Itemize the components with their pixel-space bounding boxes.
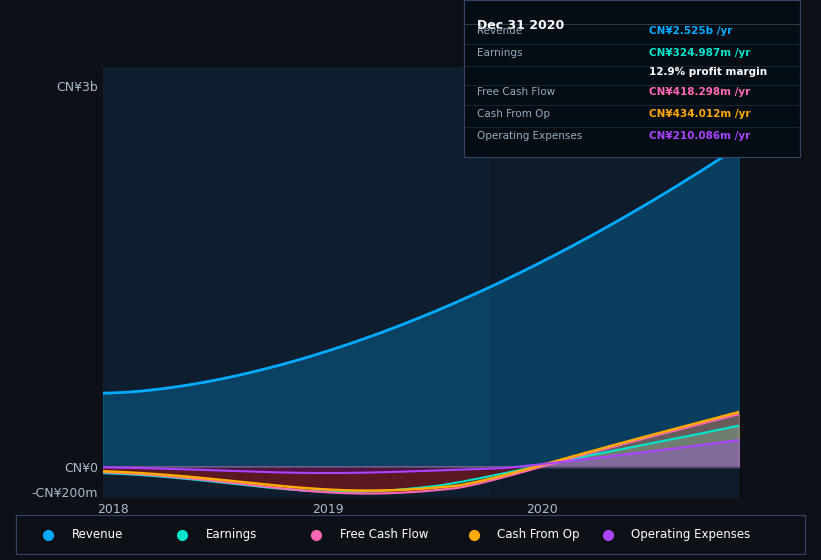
Text: Revenue: Revenue bbox=[477, 26, 522, 36]
Text: Free Cash Flow: Free Cash Flow bbox=[477, 87, 556, 97]
Text: Operating Expenses: Operating Expenses bbox=[631, 528, 750, 542]
Text: CN¥210.086m /yr: CN¥210.086m /yr bbox=[649, 131, 750, 141]
Text: CN¥2.525b /yr: CN¥2.525b /yr bbox=[649, 26, 732, 36]
Text: CN¥418.298m /yr: CN¥418.298m /yr bbox=[649, 87, 750, 97]
Bar bbox=[103, 67, 488, 498]
Text: CN¥434.012m /yr: CN¥434.012m /yr bbox=[649, 109, 750, 119]
Text: CN¥324.987m /yr: CN¥324.987m /yr bbox=[649, 48, 750, 58]
Text: Operating Expenses: Operating Expenses bbox=[477, 131, 583, 141]
Text: Cash From Op: Cash From Op bbox=[498, 528, 580, 542]
Text: Earnings: Earnings bbox=[477, 48, 523, 58]
Text: Dec 31 2020: Dec 31 2020 bbox=[477, 19, 565, 32]
Text: Earnings: Earnings bbox=[205, 528, 257, 542]
Text: Revenue: Revenue bbox=[71, 528, 123, 542]
Text: 12.9% profit margin: 12.9% profit margin bbox=[649, 67, 767, 77]
Text: Cash From Op: Cash From Op bbox=[477, 109, 550, 119]
Text: Free Cash Flow: Free Cash Flow bbox=[340, 528, 428, 542]
